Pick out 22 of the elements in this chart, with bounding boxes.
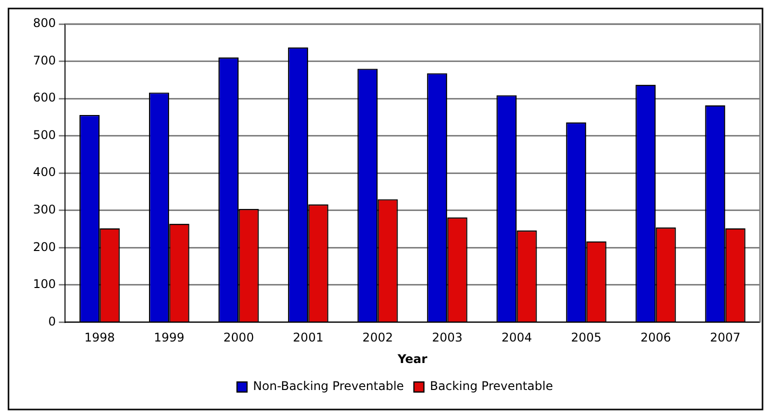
x-tick-label: 2003 (432, 330, 462, 345)
x-tick-label: 1998 (84, 330, 115, 345)
y-tick-label: 500 (33, 128, 56, 142)
x-axis-title: Year (396, 352, 428, 366)
y-tick-label: 0 (48, 314, 56, 328)
y-tick-label: 600 (33, 90, 56, 105)
x-tick-label: 2000 (223, 330, 254, 345)
legend-label: Backing Preventable (430, 379, 553, 394)
x-tick-label: 1999 (154, 330, 184, 345)
x-tick-label: 2006 (640, 330, 672, 345)
y-tick-label: 200 (33, 240, 56, 254)
y-tick-label: 300 (33, 202, 56, 216)
y-tick-label: 800 (33, 16, 56, 30)
y-tick-label: 400 (33, 165, 56, 180)
legend-label: Non-Backing Preventable (253, 379, 404, 394)
y-tick-label: 700 (33, 53, 56, 68)
x-tick-label: 2007 (710, 330, 741, 345)
y-tick-label: 100 (33, 277, 56, 292)
x-tick-label: 2004 (501, 330, 532, 345)
x-tick-label: 2001 (292, 330, 324, 345)
x-tick-label: 2005 (570, 330, 602, 345)
x-tick-label: 2002 (362, 330, 393, 345)
